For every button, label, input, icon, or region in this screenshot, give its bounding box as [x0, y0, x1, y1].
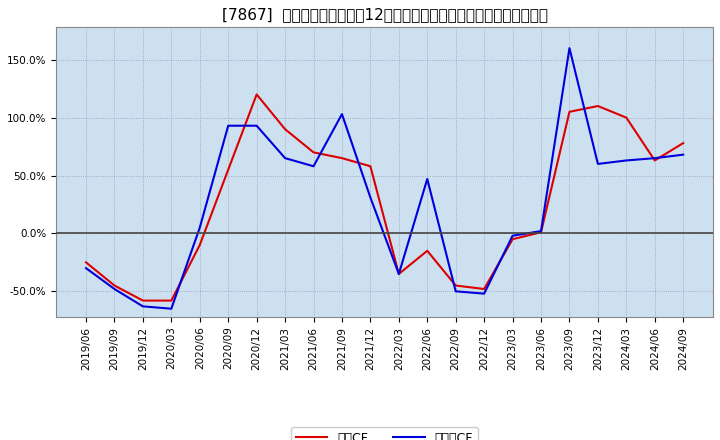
フリーCF — [508, 233, 517, 238]
営業CF — [593, 103, 602, 109]
営業CF — [423, 248, 431, 253]
フリーCF — [622, 158, 631, 163]
フリーCF — [593, 161, 602, 167]
営業CF — [252, 92, 261, 97]
フリーCF — [338, 111, 346, 117]
営業CF — [480, 286, 488, 292]
営業CF — [281, 127, 289, 132]
営業CF — [508, 237, 517, 242]
営業CF — [366, 164, 374, 169]
フリーCF — [565, 45, 574, 51]
フリーCF — [138, 304, 147, 309]
フリーCF — [309, 164, 318, 169]
営業CF — [138, 298, 147, 303]
営業CF — [451, 283, 460, 288]
営業CF — [309, 150, 318, 155]
営業CF — [536, 230, 545, 235]
フリーCF — [451, 289, 460, 294]
営業CF — [650, 158, 659, 163]
フリーCF — [110, 286, 119, 292]
営業CF — [395, 271, 403, 277]
フリーCF — [281, 155, 289, 161]
営業CF — [565, 109, 574, 114]
営業CF — [167, 298, 176, 303]
フリーCF — [536, 228, 545, 234]
営業CF — [679, 140, 688, 146]
フリーCF — [480, 291, 488, 296]
Line: フリーCF: フリーCF — [86, 48, 683, 309]
営業CF — [224, 167, 233, 172]
営業CF — [338, 155, 346, 161]
フリーCF — [81, 265, 90, 271]
フリーCF — [650, 155, 659, 161]
Line: 営業CF: 営業CF — [86, 95, 683, 301]
Title: [7867]  キャッシュフローの12か月移動合計の対前年同期増減率の推移: [7867] キャッシュフローの12か月移動合計の対前年同期増減率の推移 — [222, 7, 548, 22]
フリーCF — [679, 152, 688, 158]
フリーCF — [224, 123, 233, 128]
フリーCF — [252, 123, 261, 128]
フリーCF — [366, 195, 374, 200]
フリーCF — [395, 271, 403, 277]
Legend: 営業CF, フリーCF: 営業CF, フリーCF — [291, 426, 478, 440]
フリーCF — [423, 176, 431, 182]
営業CF — [622, 115, 631, 120]
営業CF — [110, 283, 119, 288]
営業CF — [81, 260, 90, 265]
営業CF — [195, 242, 204, 248]
フリーCF — [167, 306, 176, 312]
フリーCF — [195, 225, 204, 230]
